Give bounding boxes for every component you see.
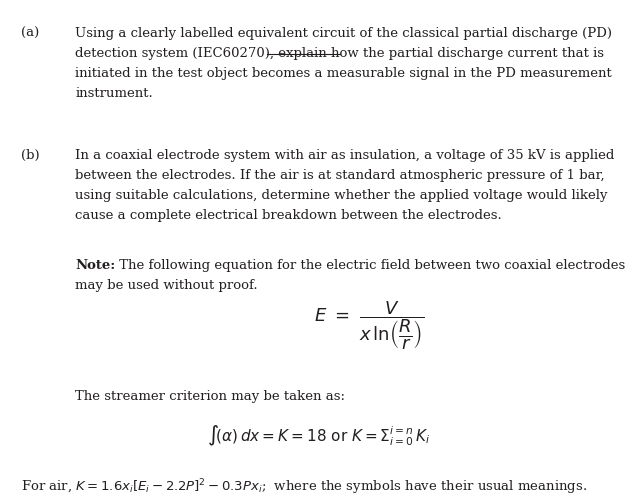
Text: using suitable calculations, determine whether the applied voltage would likely: using suitable calculations, determine w… — [75, 189, 608, 202]
Text: (b): (b) — [21, 149, 39, 162]
Text: cause a complete electrical breakdown between the electrodes.: cause a complete electrical breakdown be… — [75, 209, 502, 222]
Text: may be used without proof.: may be used without proof. — [75, 279, 258, 292]
Text: detection system (IEC60270), explain how the partial discharge current that is: detection system (IEC60270), explain how… — [75, 47, 604, 60]
Text: In a coaxial electrode system with air as insulation, a voltage of 35 kV is appl: In a coaxial electrode system with air a… — [75, 149, 615, 162]
Text: Using a clearly labelled equivalent circuit of the classical partial discharge (: Using a clearly labelled equivalent circ… — [75, 27, 612, 40]
Text: $\int\!(\alpha)\,dx = K = 18\ \mathrm{or}\ K = \Sigma_{i=0}^{i=n}\, K_i$: $\int\!(\alpha)\,dx = K = 18\ \mathrm{or… — [207, 423, 430, 447]
Text: The streamer criterion may be taken as:: The streamer criterion may be taken as: — [75, 390, 345, 403]
Text: Note:: Note: — [75, 259, 115, 272]
Text: (a): (a) — [21, 27, 39, 40]
Text: instrument.: instrument. — [75, 87, 153, 100]
Text: $E\ =\ \dfrac{V}{x\,\ln\!\left(\dfrac{R}{r}\right)}$: $E\ =\ \dfrac{V}{x\,\ln\!\left(\dfrac{R}… — [315, 299, 424, 352]
Text: The following equation for the electric field between two coaxial electrodes: The following equation for the electric … — [115, 259, 625, 272]
Text: initiated in the test object becomes a measurable signal in the PD measurement: initiated in the test object becomes a m… — [75, 67, 612, 80]
Text: between the electrodes. If the air is at standard atmospheric pressure of 1 bar,: between the electrodes. If the air is at… — [75, 169, 605, 182]
Text: For air, $K = 1.6x_i[E_i - 2.2P]^2 - 0.3Px_i$;  where the symbols have their usu: For air, $K = 1.6x_i[E_i - 2.2P]^2 - 0.3… — [21, 477, 587, 497]
